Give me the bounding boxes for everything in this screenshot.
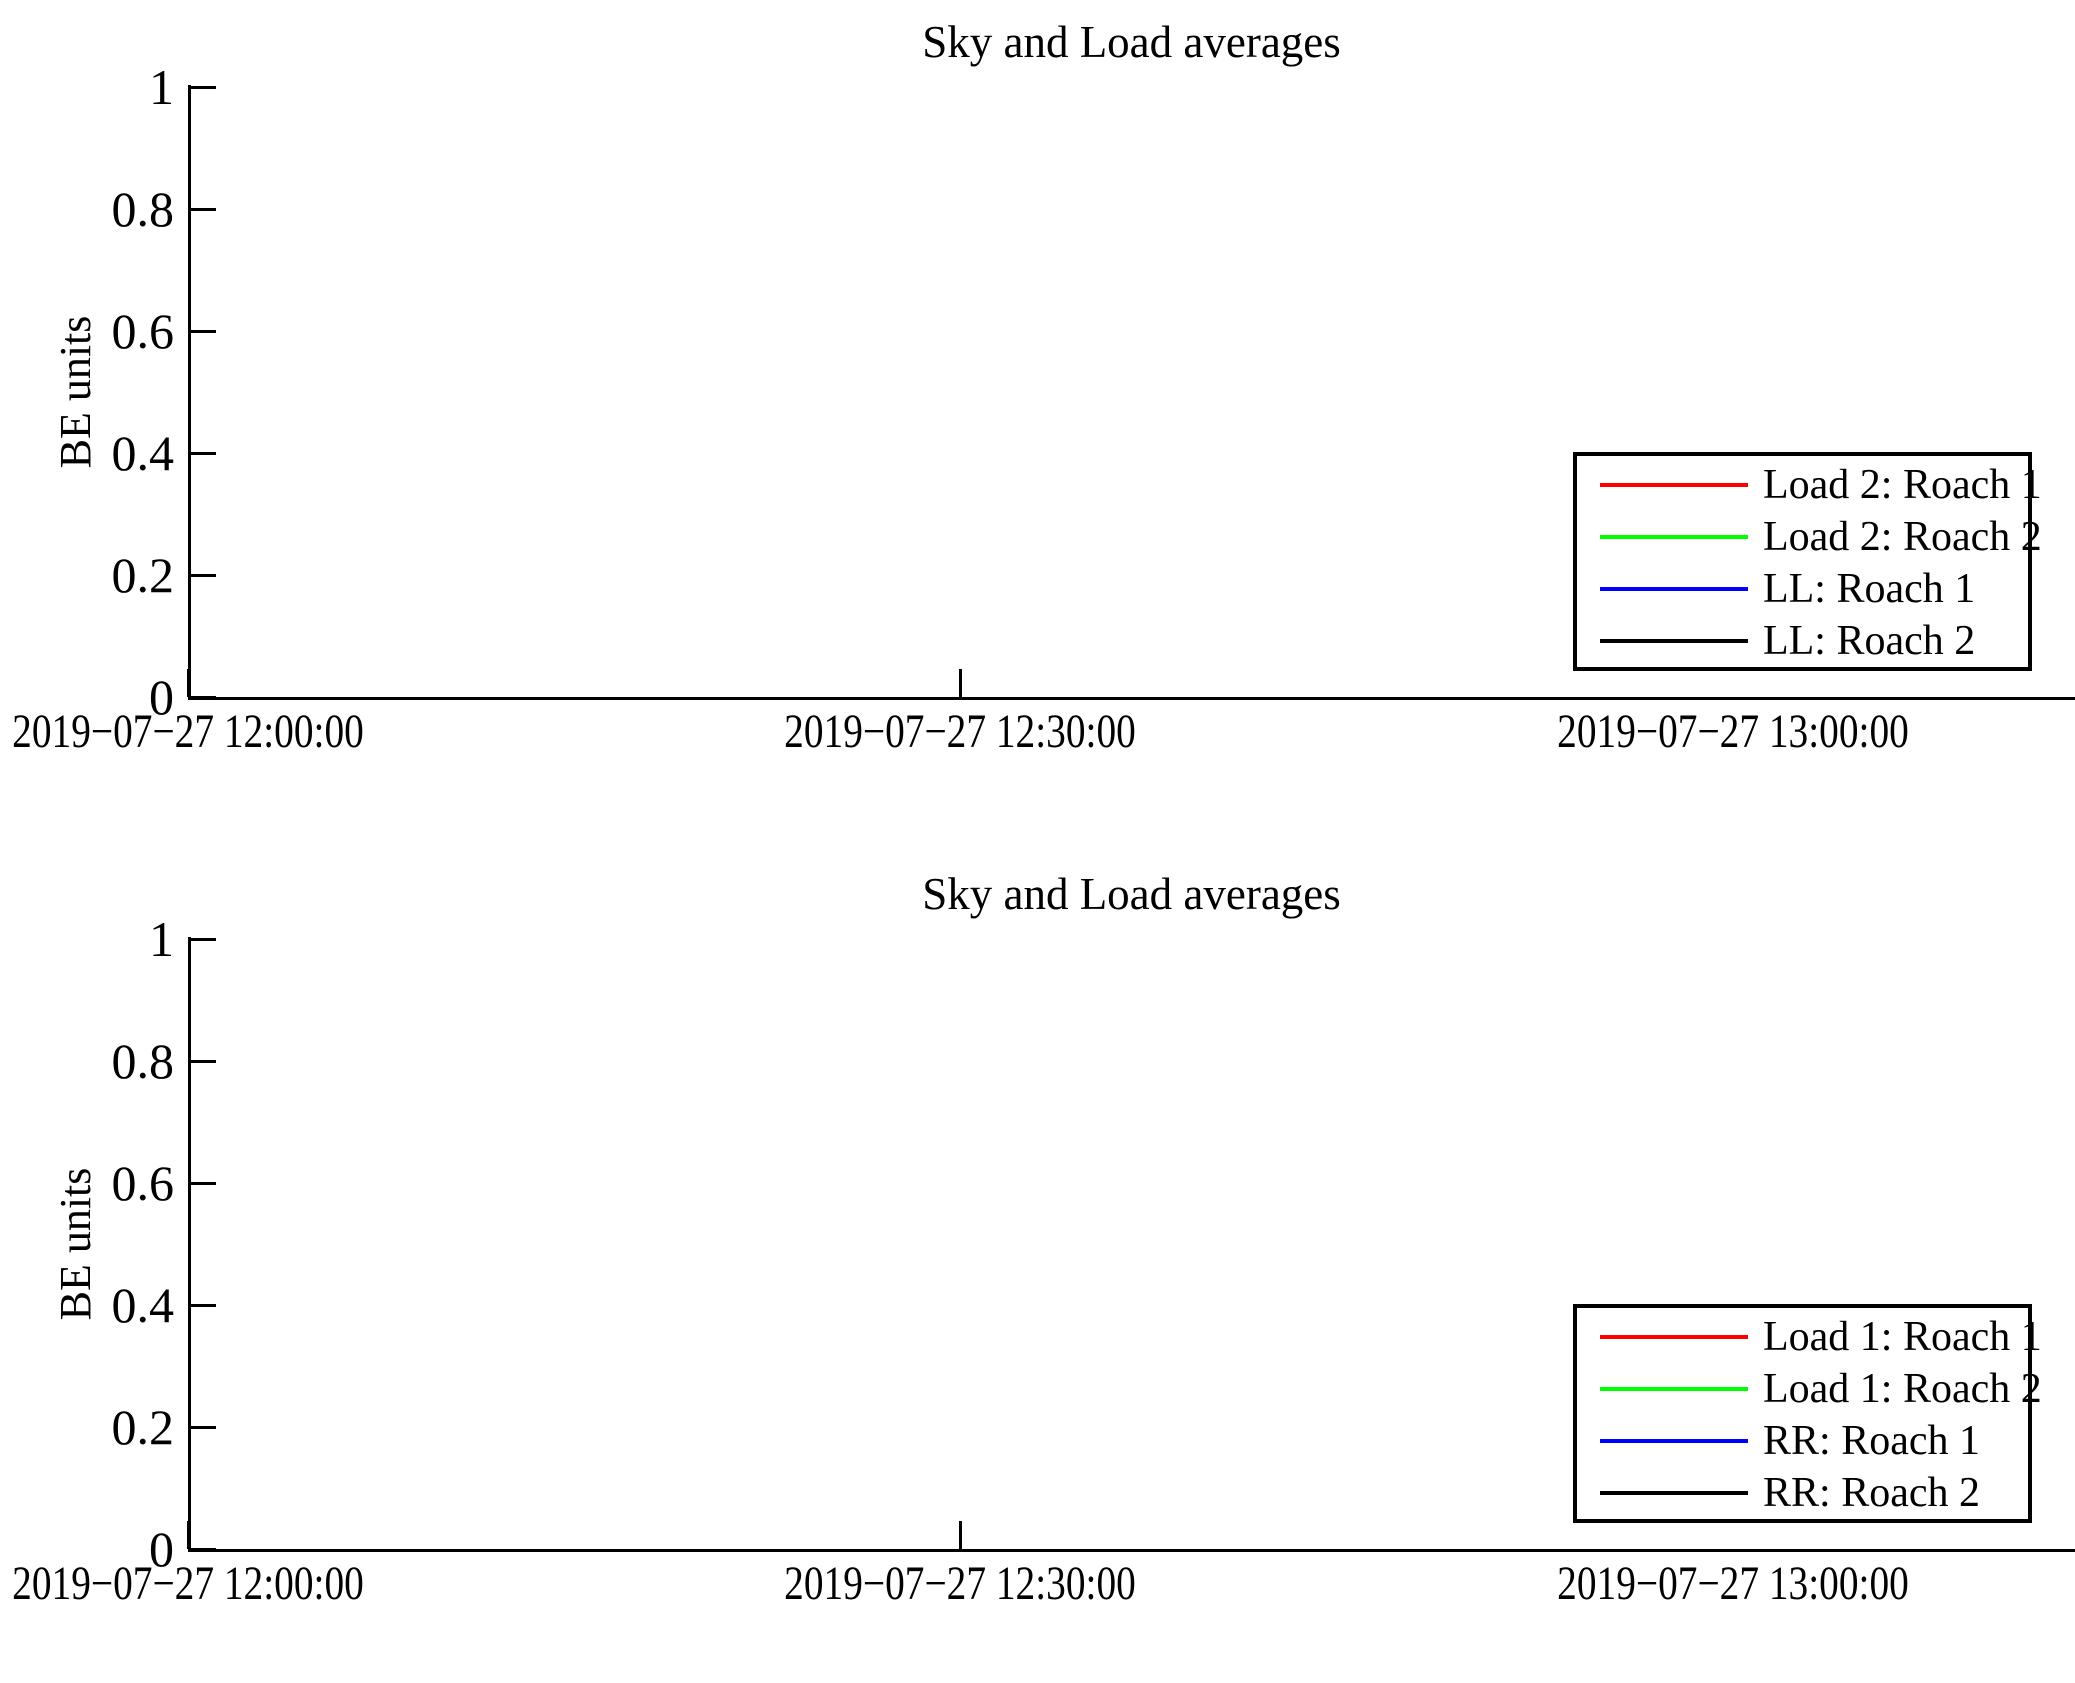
legend-entry: LL: Roach 2 (1577, 615, 1975, 667)
legend-entry-label: Load 1: Roach 2 (1763, 1366, 2042, 1412)
y-tick-mark (188, 208, 216, 211)
y-tick-mark (188, 696, 216, 699)
y-tick-mark (188, 1548, 216, 1551)
legend-entry-label: Load 2: Roach 1 (1763, 462, 2042, 508)
legend-entry: RR: Roach 2 (1577, 1467, 1980, 1519)
x-tick-mark (959, 1521, 962, 1549)
y-tick-mark (188, 1426, 216, 1429)
y-tick-mark (188, 1182, 216, 1185)
legend-line-sample-black (1600, 639, 1748, 643)
y-tick-label: 0.2 (111, 547, 175, 603)
legend-entry-label: RR: Roach 2 (1763, 1470, 1980, 1516)
y-tick-label: 0.8 (111, 1033, 175, 1089)
legend-entry: Load 2: Roach 2 (1577, 511, 2042, 563)
y-tick-label: 0.4 (111, 425, 175, 481)
plot-title: Sky and Load averages (922, 869, 1341, 919)
y-tick-label: 1 (149, 59, 174, 115)
x-tick-mark (1732, 1521, 1735, 1549)
legend-line-sample-black (1600, 1491, 1748, 1495)
bottom-plot: Sky and Load averages BE units 1 0.8 0.6… (0, 852, 2075, 1683)
legend-entry-label: Load 1: Roach 1 (1763, 1314, 2042, 1360)
y-tick-mark (188, 86, 216, 89)
legend-entry: Load 1: Roach 2 (1577, 1363, 2042, 1415)
legend-line-sample-blue (1600, 1439, 1748, 1443)
legend-line-sample-green (1600, 1387, 1748, 1391)
legend-box: Load 2: Roach 1 Load 2: Roach 2 LL: Roac… (1573, 452, 2042, 671)
y-axis-line (188, 937, 191, 1551)
x-tick-mark (187, 1521, 190, 1549)
plot-title: Sky and Load averages (922, 17, 1341, 67)
legend-line-sample-red (1600, 1335, 1748, 1339)
x-tick-label: 2019−07−27 13:00:00 (1557, 1557, 1909, 1610)
y-tick-label: 1 (149, 911, 174, 967)
x-tick-label: 2019−07−27 12:30:00 (784, 705, 1136, 758)
y-tick-mark (188, 938, 216, 941)
y-tick-label: 0.8 (111, 181, 175, 237)
y-tick-label: 0 (149, 669, 174, 725)
y-tick-label: 0 (149, 1521, 174, 1577)
legend-entry-label: Load 2: Roach 2 (1763, 514, 2042, 560)
legend-entry: Load 1: Roach 1 (1577, 1311, 2042, 1363)
y-tick-label: 0.4 (111, 1277, 175, 1333)
x-tick-mark (187, 669, 190, 697)
top-plot: Sky and Load averages BE units 1 0.8 0.6… (0, 0, 2075, 831)
y-tick-mark (188, 574, 216, 577)
legend-entry: LL: Roach 1 (1577, 563, 1975, 615)
legend-entry: RR: Roach 1 (1577, 1415, 1980, 1467)
legend-line-sample-red (1600, 483, 1748, 487)
y-tick-mark (188, 1304, 216, 1307)
legend-entry-label: RR: Roach 1 (1763, 1418, 1980, 1464)
y-tick-mark (188, 330, 216, 333)
x-tick-label: 2019−07−27 13:00:00 (1557, 705, 1909, 758)
legend-entry-label: LL: Roach 2 (1763, 618, 1976, 664)
y-tick-mark (188, 452, 216, 455)
x-tick-label: 2019−07−27 12:30:00 (784, 1557, 1136, 1610)
legend-entry-label: LL: Roach 1 (1763, 566, 1976, 612)
x-tick-label: 2019−07−27 12:00:00 (12, 705, 364, 758)
y-tick-label: 0.2 (111, 1399, 175, 1455)
x-tick-mark (1732, 669, 1735, 697)
x-axis-line (188, 1549, 2075, 1552)
legend-line-sample-blue (1600, 587, 1748, 591)
x-tick-mark (959, 669, 962, 697)
y-tick-mark (188, 1060, 216, 1063)
legend-line-sample-green (1600, 535, 1748, 539)
y-tick-label: 0.6 (111, 303, 175, 359)
x-axis-line (188, 697, 2075, 700)
legend-entry: Load 2: Roach 1 (1577, 459, 2042, 511)
y-axis-line (188, 85, 191, 699)
legend-box: Load 1: Roach 1 Load 1: Roach 2 RR: Roac… (1573, 1304, 2042, 1523)
y-tick-label: 0.6 (111, 1155, 175, 1211)
x-tick-label: 2019−07−27 12:00:00 (12, 1557, 364, 1610)
